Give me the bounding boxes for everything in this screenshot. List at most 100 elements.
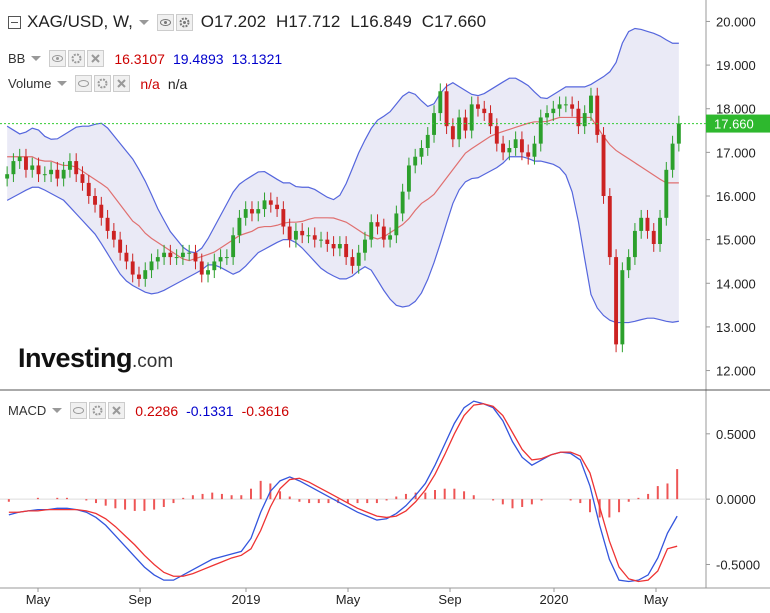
eye-icon[interactable] xyxy=(49,50,67,67)
open-value: 17.202 xyxy=(214,12,267,31)
close-icon[interactable] xyxy=(87,50,105,67)
candle-body xyxy=(36,165,41,175)
candle-body xyxy=(143,270,148,279)
candle-body xyxy=(557,104,562,109)
candle-body xyxy=(55,169,60,179)
candle-body xyxy=(174,257,179,259)
bb-label: BB xyxy=(8,51,26,66)
chevron-down-icon[interactable] xyxy=(138,19,149,25)
candle-body xyxy=(645,217,650,231)
candle-body xyxy=(331,244,336,249)
candle-body xyxy=(344,244,349,258)
candle-body xyxy=(199,261,204,275)
ohlc-high: H17.712 xyxy=(276,12,340,32)
candle-body xyxy=(11,161,16,175)
candle-body xyxy=(356,252,361,266)
close-icon[interactable] xyxy=(113,75,131,92)
gear-icon[interactable] xyxy=(175,13,193,31)
candle-body xyxy=(369,222,374,240)
price-tick-label: 13.000 xyxy=(716,320,756,335)
time-tick-label: Sep xyxy=(128,592,151,607)
volume-value-1: n/a xyxy=(140,75,160,92)
candle-body xyxy=(256,209,261,214)
macd-label: MACD xyxy=(8,403,47,418)
candle-body xyxy=(137,274,141,279)
signal-line xyxy=(8,403,678,583)
bb-lower-line xyxy=(6,156,679,324)
macd-value: 0.2286 xyxy=(135,402,179,419)
volume-label: Volume xyxy=(8,76,52,91)
gear-icon[interactable] xyxy=(68,50,86,67)
close-icon[interactable] xyxy=(108,402,126,419)
candle-body xyxy=(545,113,549,118)
candle-body xyxy=(388,235,393,240)
candle-body xyxy=(105,217,110,231)
candle-body xyxy=(149,261,154,271)
candle-body xyxy=(620,270,625,345)
candle-body xyxy=(419,148,424,157)
time-tick-label: May xyxy=(26,592,51,607)
candle-body xyxy=(162,252,167,258)
bb-mid-value: 16.3107 xyxy=(114,50,165,67)
chevron-down-icon[interactable] xyxy=(31,56,42,61)
time-tick-label: May xyxy=(644,592,669,607)
price-tick-label: 19.000 xyxy=(716,58,756,73)
time-tick-label: 2020 xyxy=(540,592,569,607)
high-label: H xyxy=(276,12,289,31)
volume-legend: Volume n/a n/a xyxy=(8,75,187,92)
gear-icon[interactable] xyxy=(94,75,112,92)
candle-body xyxy=(413,156,418,166)
candle-body xyxy=(670,143,675,170)
candle-body xyxy=(570,104,575,109)
price-tick-label: 17.000 xyxy=(716,145,756,160)
candle-body xyxy=(482,108,487,114)
candle-body xyxy=(319,239,323,241)
candle-body xyxy=(432,113,436,135)
candle-body xyxy=(651,230,656,244)
candle-body xyxy=(275,204,280,210)
collapse-icon[interactable] xyxy=(8,15,21,29)
gear-icon[interactable] xyxy=(89,402,107,419)
histogram-value: -0.3616 xyxy=(241,402,290,419)
candle-body xyxy=(281,209,286,227)
candle-body xyxy=(450,126,455,140)
eye-icon[interactable] xyxy=(156,13,174,31)
candle-body xyxy=(118,239,123,253)
candle-body xyxy=(601,134,606,196)
chevron-down-icon[interactable] xyxy=(57,81,68,86)
candle-body xyxy=(381,226,386,240)
candle-body xyxy=(457,117,462,140)
candle-body xyxy=(595,95,600,135)
candle-body xyxy=(250,209,254,214)
candle-body xyxy=(494,126,499,144)
logo-suffix: .com xyxy=(132,351,174,372)
candle-body xyxy=(287,226,292,240)
candle-body xyxy=(99,204,104,218)
price-tick-label: 20.000 xyxy=(716,14,756,29)
high-value: 17.712 xyxy=(288,12,341,31)
symbol-title: XAG/USD, W, xyxy=(27,12,133,31)
signal-value: -0.1331 xyxy=(186,402,234,419)
candle-body xyxy=(268,200,273,205)
candle-body xyxy=(93,196,97,205)
ohlc-low: L16.849 xyxy=(350,12,411,32)
eye-icon[interactable] xyxy=(75,75,93,92)
candle-body xyxy=(206,270,210,275)
candle-body xyxy=(124,252,129,262)
price-tick-label: 16.000 xyxy=(716,189,756,204)
candle-body xyxy=(476,104,480,109)
chevron-down-icon[interactable] xyxy=(52,408,63,413)
candle-body xyxy=(180,252,185,258)
time-tick-label: Sep xyxy=(438,592,461,607)
eye-icon[interactable] xyxy=(70,402,88,419)
candle-body xyxy=(469,104,474,131)
macd-tick-label: 0.5000 xyxy=(716,427,756,442)
macd-tick-label: 0.0000 xyxy=(716,492,756,507)
candle-body xyxy=(551,108,556,114)
candle-body xyxy=(438,91,443,114)
open-label: O xyxy=(200,12,215,31)
candle-body xyxy=(538,117,543,144)
candle-body xyxy=(74,161,79,175)
